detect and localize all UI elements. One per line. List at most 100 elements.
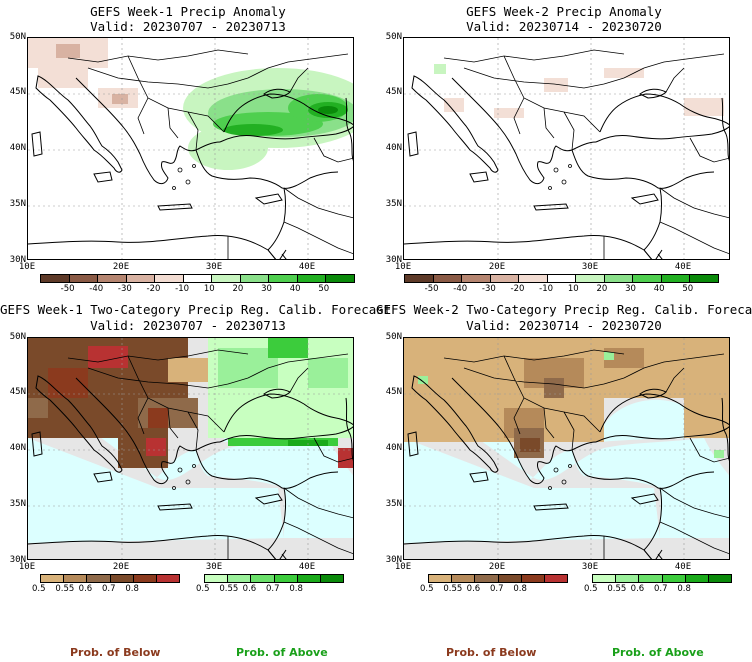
colorbar-tick-label: 10: [203, 284, 215, 294]
colorbar-swatch: [429, 575, 453, 582]
colorbar-tick-label: -10: [539, 284, 554, 294]
lat-label: 40N: [385, 443, 402, 453]
colorbar-tick-label: 40: [289, 284, 301, 294]
lat-label: 45N: [385, 87, 402, 97]
colorbar-swatch: [633, 275, 662, 282]
colorbar-swatch: [452, 575, 476, 582]
colorbar-tick-label: -30: [481, 284, 496, 294]
colorbar-swatch: [616, 575, 640, 582]
lon-label: 40E: [298, 562, 316, 572]
lat-label: 35N: [9, 199, 26, 209]
lat-label: 45N: [9, 387, 26, 397]
lon-label: 20E: [488, 562, 506, 572]
prob-above-colorbar: [204, 574, 344, 583]
panel-title: GEFS Week-1 Precip Anomaly: [90, 4, 286, 19]
lon-label: 10E: [394, 262, 412, 272]
lon-label: 30E: [205, 562, 223, 572]
colorbar-swatch: [690, 275, 719, 282]
panel-valid-dates: Valid: 20230714 - 20230720: [466, 19, 662, 34]
panel-week1-anomaly: GEFS Week-1 Precip Anomaly Valid: 202307…: [0, 0, 376, 300]
lon-label: 20E: [112, 562, 130, 572]
colorbar-swatch: [639, 575, 663, 582]
lat-label: 35N: [9, 499, 26, 509]
colorbar-swatch: [133, 575, 157, 582]
lon-label: 40E: [674, 562, 692, 572]
colorbar-swatch: [269, 275, 298, 282]
colorbar-swatch: [490, 275, 520, 282]
anomaly-colorbar-labels: -50 -40 -30 -20 -10 10 20 30 40 50: [40, 284, 355, 296]
panel-valid-dates: Valid: 20230707 - 20230713: [90, 318, 286, 333]
lon-label: 30E: [581, 562, 599, 572]
lat-label: 30N: [9, 555, 26, 565]
colorbar-tick-label: 0.6: [78, 584, 93, 594]
colorbar-swatch: [251, 575, 275, 582]
colorbar-swatch: [661, 275, 691, 282]
colorbar-swatch: [183, 275, 213, 282]
colorbar-tick-label: -20: [510, 284, 525, 294]
colorbar-swatch: [297, 275, 327, 282]
colorbar-tick-label: 0.7: [490, 584, 504, 594]
colorbar-tick-label: 20: [596, 284, 608, 294]
colorbar-swatch: [155, 275, 184, 282]
panel-title: GEFS Week-1 Two-Category Precip Reg. Cal…: [0, 302, 392, 317]
colorbar-tick-label: 30: [625, 284, 636, 294]
anomaly-colorbar: [404, 274, 719, 283]
lat-label: 50N: [9, 332, 26, 342]
lon-label: 40E: [674, 262, 692, 272]
colorbar-tick-label: 0.55: [607, 584, 627, 594]
lon-label: 10E: [18, 262, 36, 272]
colorbar-swatch: [498, 575, 522, 582]
colorbar-tick-label: 0.8: [513, 584, 527, 594]
lon-label: 10E: [394, 562, 412, 572]
colorbar-tick-label: 0.55: [55, 584, 75, 594]
prob-below-legend-label: Prob. of Below: [70, 646, 161, 659]
prob-below-colorbar-labels: 0.5 0.55 0.6 0.7 0.8: [420, 584, 568, 596]
prob-above-legend-label: Prob. of Above: [612, 646, 704, 659]
lat-label: 30N: [9, 255, 26, 265]
colorbar-tick-label: -40: [453, 284, 468, 294]
colorbar-swatch: [462, 275, 491, 282]
colorbar-swatch: [98, 275, 127, 282]
lon-label: 40E: [298, 262, 316, 272]
colorbar-tick-label: 0.55: [443, 584, 463, 594]
panel-title: GEFS Week-2 Precip Anomaly: [466, 4, 662, 19]
panel-week2-anomaly: GEFS Week-2 Precip Anomaly Valid: 202307…: [376, 0, 752, 300]
colorbar-swatch: [544, 575, 568, 582]
colorbar-swatch: [41, 275, 70, 282]
colorbar-swatch: [320, 575, 344, 582]
colorbar-tick-label: -30: [117, 284, 132, 294]
colorbar-swatch: [547, 275, 577, 282]
colorbar-swatch: [41, 575, 65, 582]
panel-valid-dates: Valid: 20230707 - 20230713: [90, 19, 286, 34]
colorbar-tick-label: -50: [60, 284, 75, 294]
colorbar-swatch: [685, 575, 709, 582]
prob-above-colorbar-labels: 0.5 0.55 0.6 0.7 0.8: [584, 584, 732, 596]
panel-title: GEFS Week-2 Two-Category Precip Reg. Cal…: [376, 302, 752, 317]
lat-label: 35N: [385, 499, 402, 509]
lat-label: 50N: [385, 332, 402, 342]
prob-below-colorbar: [428, 574, 568, 583]
colorbar-tick-label: 0.5: [32, 584, 46, 594]
colorbar-tick-label: 0.6: [466, 584, 481, 594]
colorbar-tick-label: 0.7: [102, 584, 116, 594]
colorbar-swatch: [212, 275, 241, 282]
colorbar-tick-label: -50: [424, 284, 439, 294]
lat-label: 50N: [9, 32, 26, 42]
lat-label: 30N: [385, 255, 402, 265]
lat-label: 30N: [385, 555, 402, 565]
colorbar-tick-label: -20: [146, 284, 161, 294]
colorbar-tick-label: 0.5: [420, 584, 434, 594]
colorbar-tick-label: 0.55: [219, 584, 239, 594]
prob-above-colorbar: [592, 574, 732, 583]
colorbar-swatch: [662, 575, 686, 582]
colorbar-swatch: [87, 575, 111, 582]
colorbar-tick-label: 40: [653, 284, 665, 294]
colorbar-swatch: [475, 575, 499, 582]
lon-label: 10E: [18, 562, 36, 572]
colorbar-swatch: [521, 575, 545, 582]
colorbar-swatch: [576, 275, 605, 282]
lat-label: 45N: [9, 87, 26, 97]
colorbar-swatch: [519, 275, 548, 282]
colorbar-tick-label: 0.8: [289, 584, 303, 594]
colorbar-swatch: [228, 575, 252, 582]
